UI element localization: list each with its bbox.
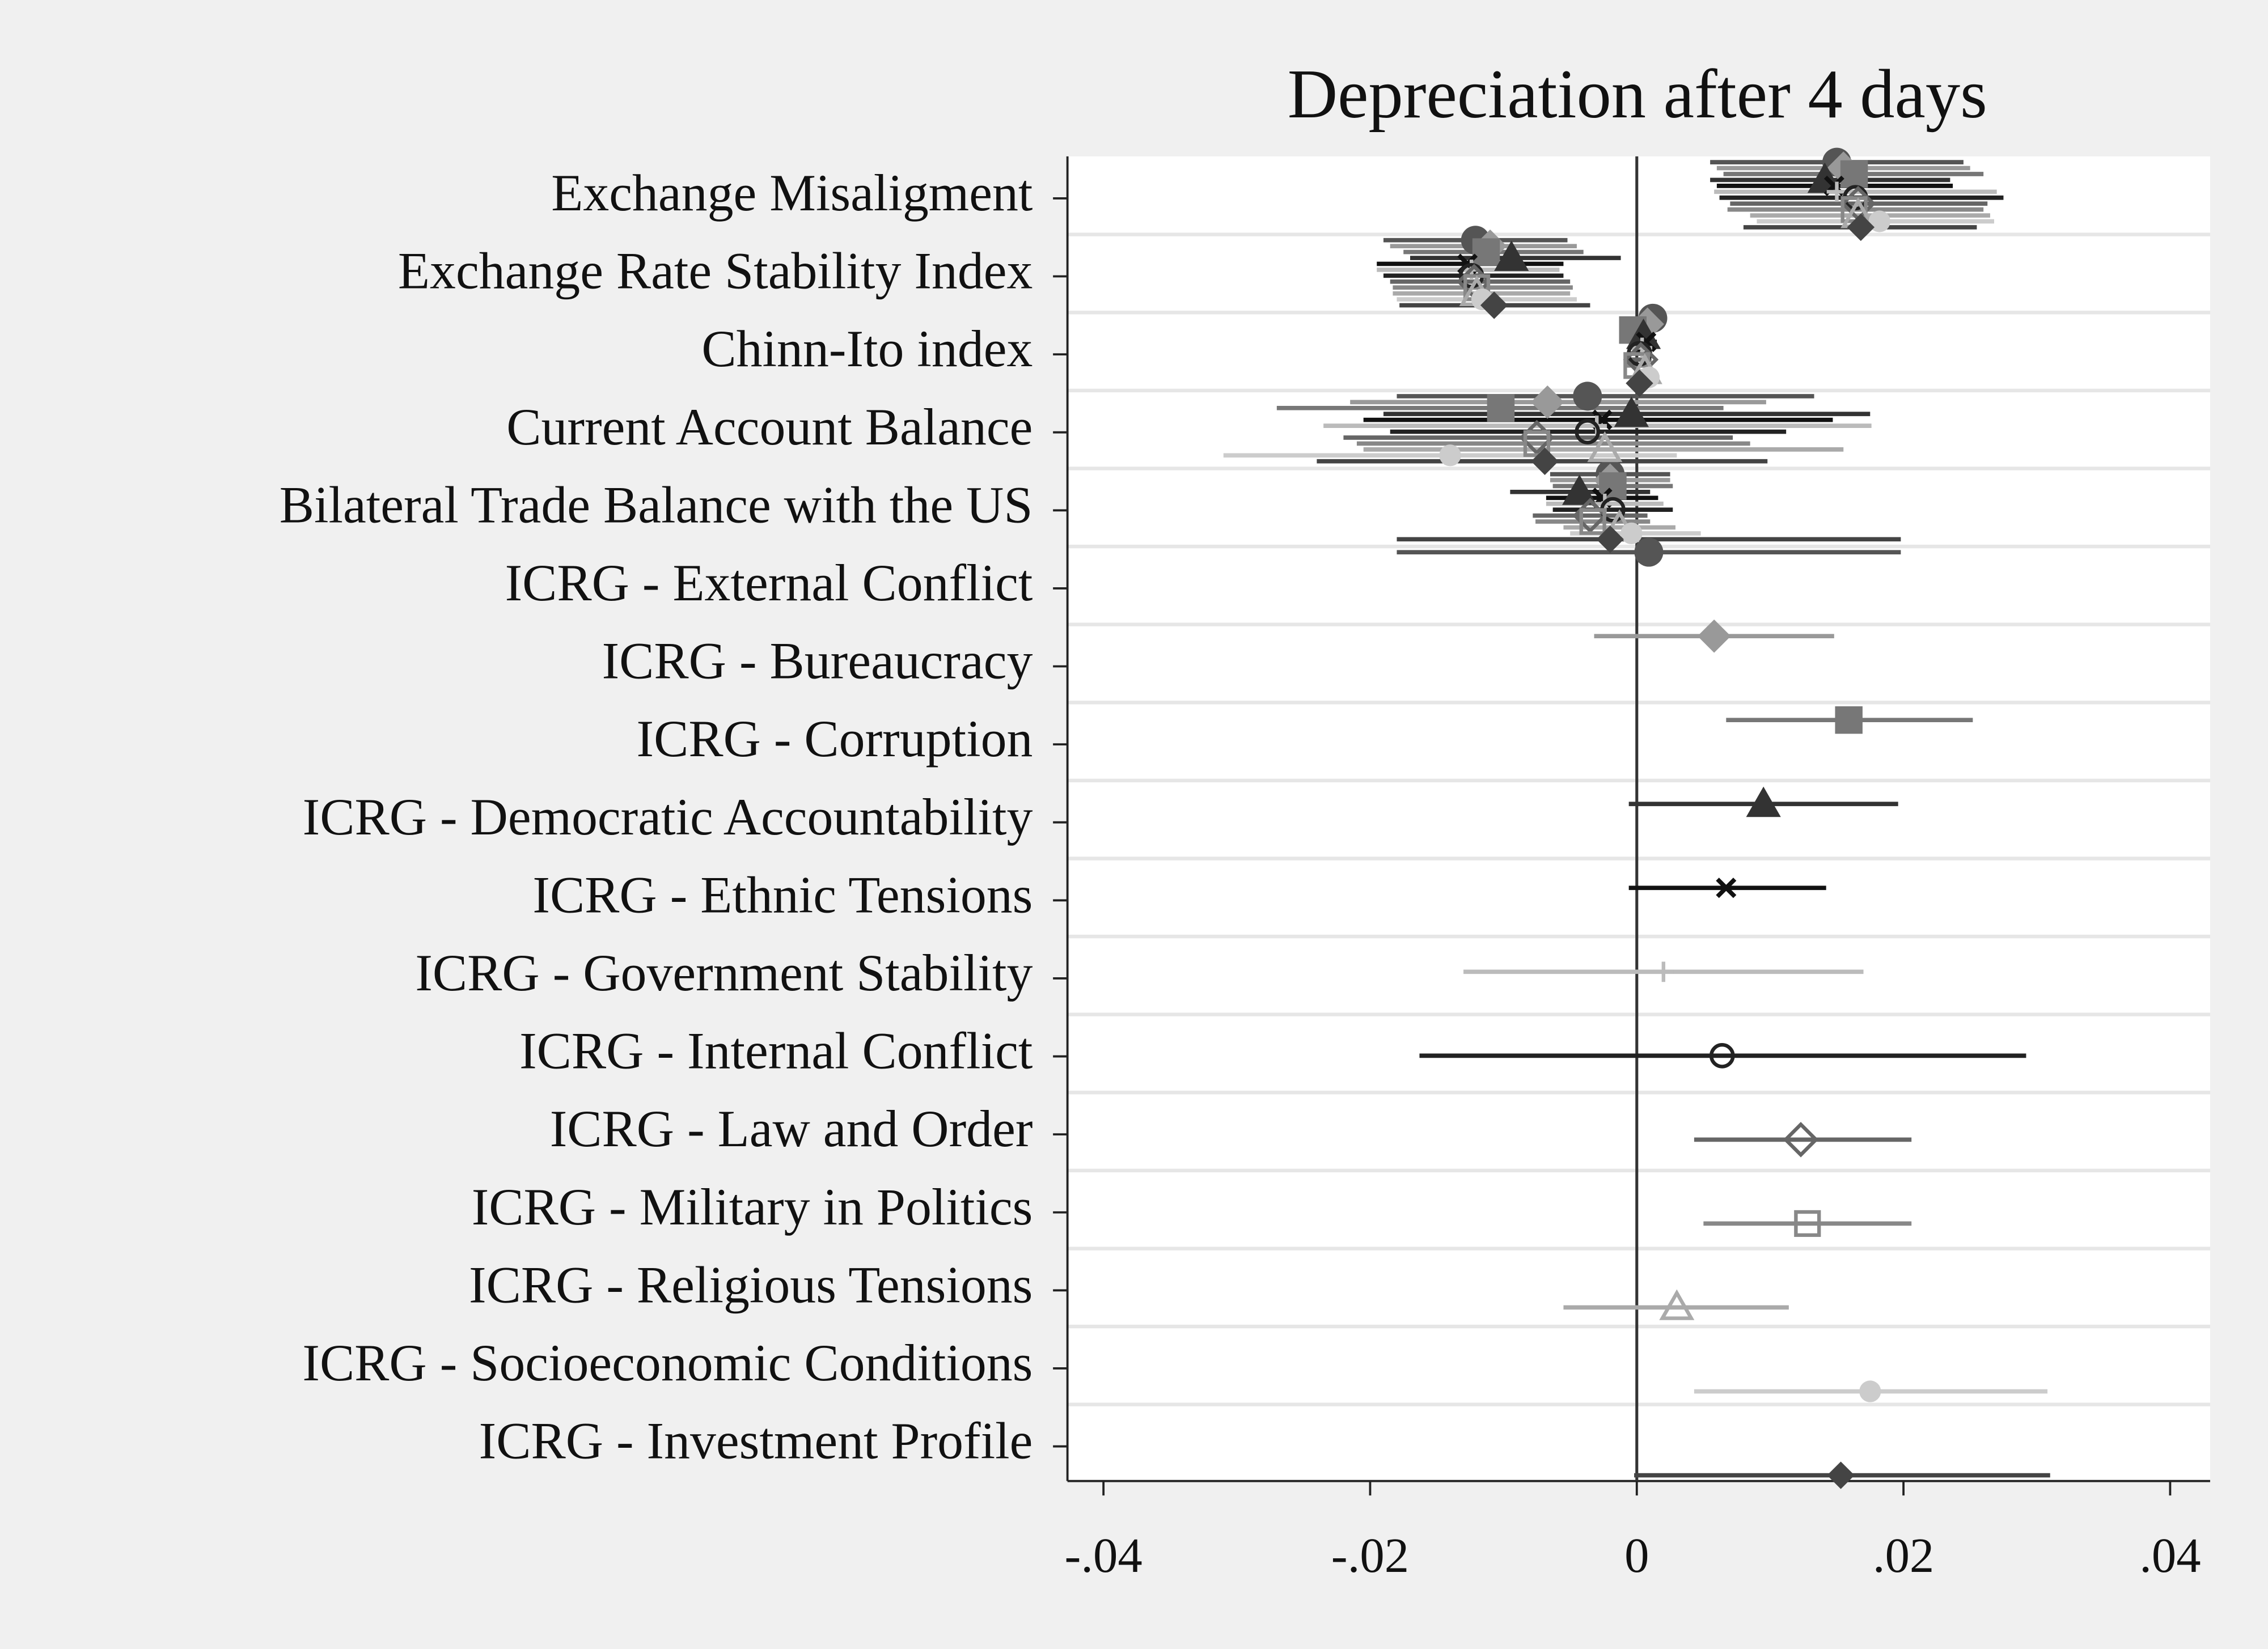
point bbox=[1840, 160, 1868, 188]
y-tick-label: ICRG - Military in Politics bbox=[472, 1178, 1033, 1236]
point bbox=[1746, 786, 1781, 817]
point bbox=[1523, 430, 1551, 457]
point bbox=[1562, 474, 1597, 505]
point bbox=[1634, 537, 1664, 567]
y-tick-label: Exchange Rate Stability Index bbox=[398, 242, 1033, 300]
point bbox=[1620, 522, 1643, 545]
y-tick-label: ICRG - Law and Order bbox=[550, 1100, 1033, 1158]
point bbox=[1487, 394, 1515, 422]
y-tick-label: Current Account Balance bbox=[506, 398, 1033, 456]
point bbox=[1847, 213, 1875, 241]
y-tick-label: ICRG - External Conflict bbox=[505, 554, 1033, 612]
chart-title: Depreciation after 4 days bbox=[1288, 56, 1987, 133]
point bbox=[1794, 1210, 1821, 1237]
point bbox=[1531, 447, 1559, 475]
x-tick-label: -.04 bbox=[1065, 1528, 1143, 1583]
y-tick-label: ICRG - Corruption bbox=[637, 710, 1033, 768]
point bbox=[1494, 240, 1529, 272]
point bbox=[1596, 525, 1624, 553]
y-tick-label: ICRG - Internal Conflict bbox=[519, 1022, 1033, 1080]
y-tick-label: ICRG - Religious Tensions bbox=[469, 1256, 1033, 1313]
y-tick-label: ICRG - Investment Profile bbox=[479, 1412, 1033, 1470]
point bbox=[1859, 1380, 1881, 1402]
y-tick-label: ICRG - Bureaucracy bbox=[602, 632, 1033, 690]
x-tick-label: .04 bbox=[2139, 1528, 2201, 1583]
y-tick-label: ICRG - Socioeconomic Conditions bbox=[302, 1334, 1033, 1392]
point bbox=[1653, 961, 1674, 982]
point bbox=[1614, 396, 1649, 427]
point bbox=[1472, 238, 1500, 266]
point bbox=[1573, 381, 1602, 411]
y-tick-label: Bilateral Trade Balance with the US bbox=[280, 476, 1033, 533]
point bbox=[1439, 444, 1461, 467]
point bbox=[1575, 419, 1601, 444]
point bbox=[1716, 878, 1737, 898]
y-tick-label: Exchange Misaligment bbox=[551, 164, 1033, 222]
point bbox=[1626, 369, 1653, 397]
point bbox=[1697, 619, 1731, 653]
point bbox=[1659, 1289, 1695, 1320]
point bbox=[1709, 1043, 1735, 1069]
y-tick-label: ICRG - Ethnic Tensions bbox=[532, 866, 1033, 923]
point bbox=[1835, 706, 1863, 734]
x-tick-label: .02 bbox=[1873, 1528, 1934, 1583]
y-tick-label: ICRG - Government Stability bbox=[415, 944, 1033, 1002]
point bbox=[1480, 291, 1508, 319]
point bbox=[1587, 431, 1623, 463]
point bbox=[1579, 508, 1606, 535]
y-tick-label: ICRG - Democratic Accountability bbox=[303, 788, 1033, 846]
point bbox=[1626, 319, 1661, 349]
point bbox=[1826, 181, 1847, 202]
y-tick-label: Chinn-Ito index bbox=[701, 320, 1033, 378]
point bbox=[1783, 1122, 1819, 1158]
x-tick-label: -.02 bbox=[1331, 1528, 1409, 1583]
point bbox=[1827, 1461, 1855, 1489]
x-tick-label: 0 bbox=[1624, 1528, 1649, 1583]
